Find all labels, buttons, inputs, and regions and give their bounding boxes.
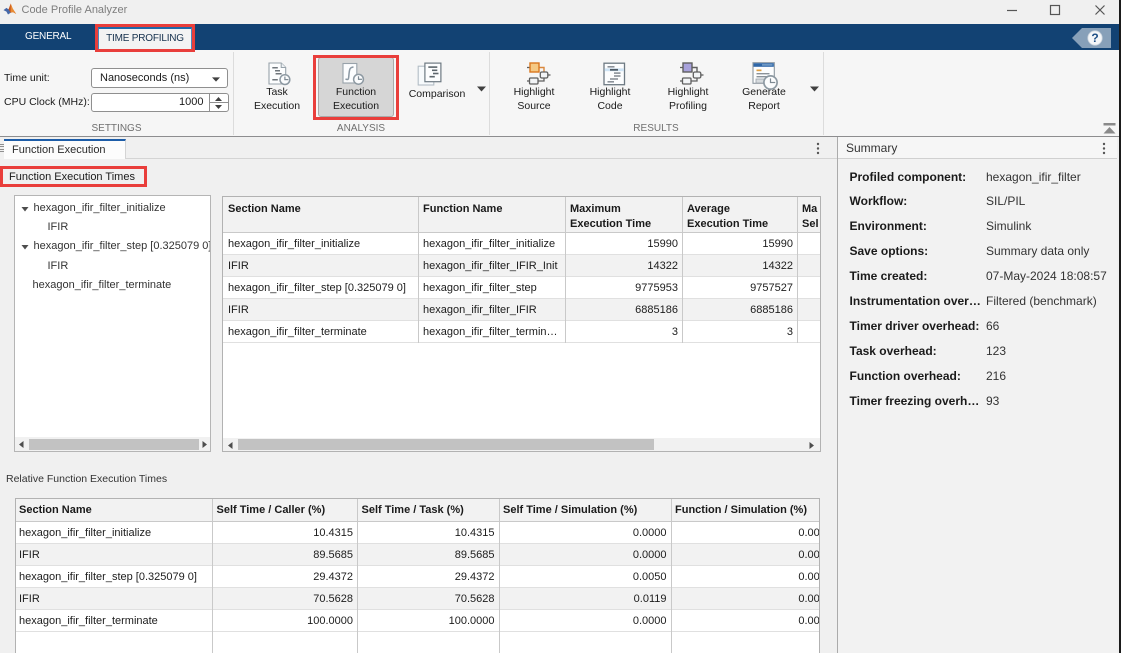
svg-text:?: ? — [1091, 31, 1098, 45]
